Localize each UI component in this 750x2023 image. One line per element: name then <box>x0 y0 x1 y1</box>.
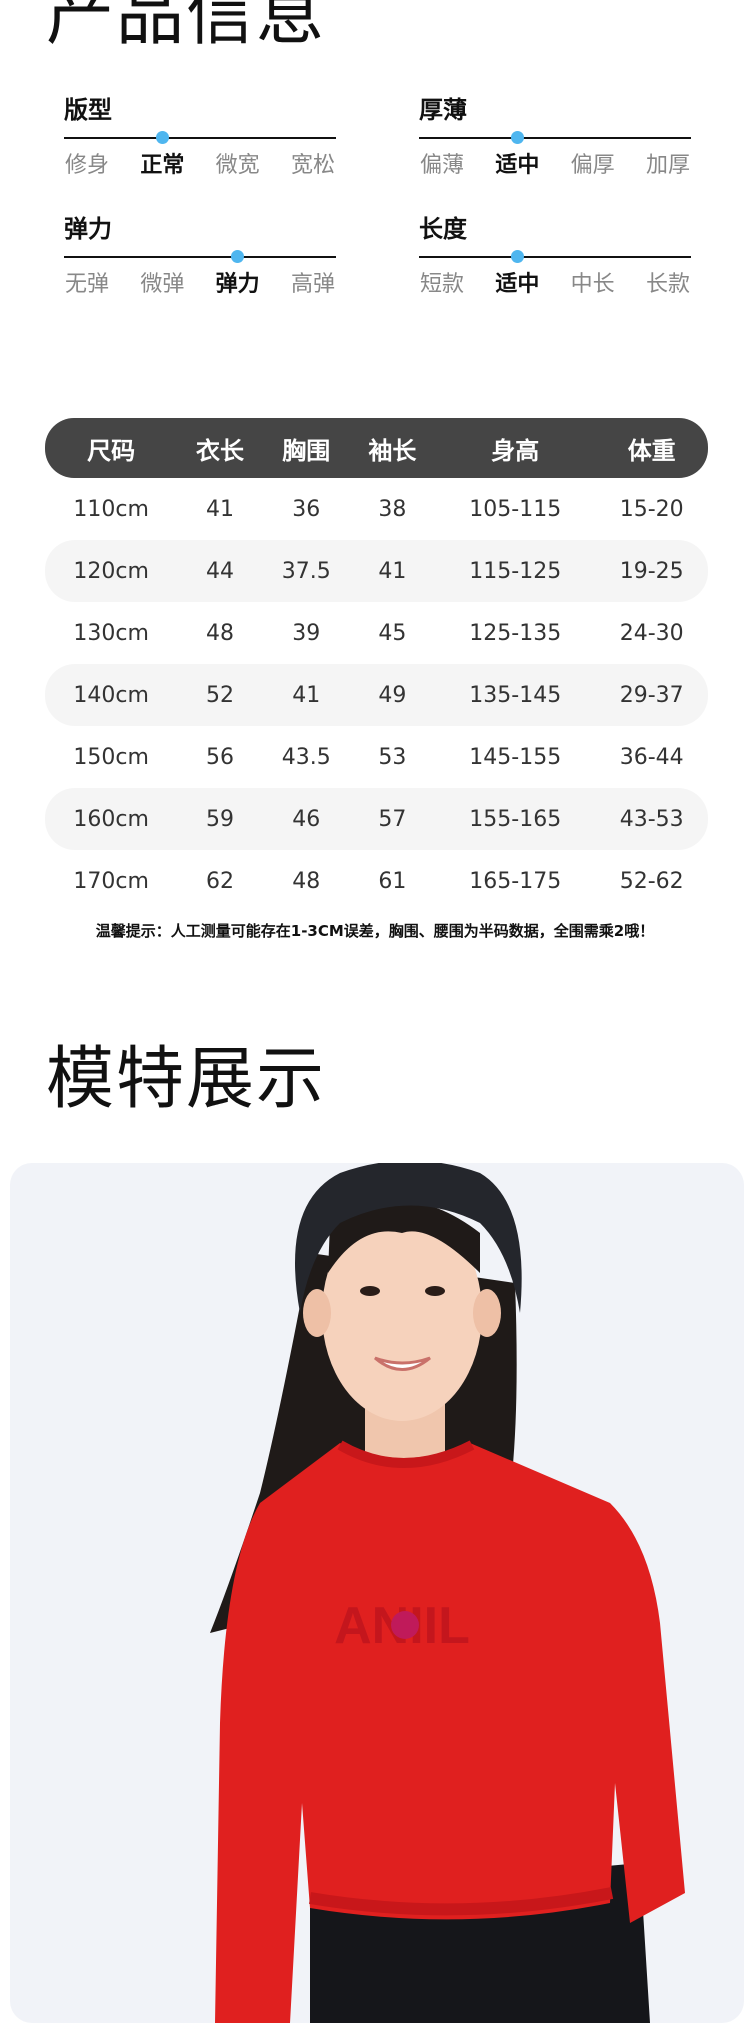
table-row: 140cm 52 41 49 135-145 29-37 <box>45 664 708 726</box>
scale-option: 宽松 <box>290 153 335 178</box>
table-cell: 135-145 <box>435 664 596 726</box>
table-cell: 37.5 <box>262 540 350 602</box>
attribute-scale <box>64 131 336 144</box>
face <box>322 1205 482 1421</box>
table-cell: 130cm <box>73 620 149 646</box>
attribute-label: 厚薄 <box>419 96 467 124</box>
table-cell: 48 <box>206 620 235 646</box>
table-cell: 155-165 <box>435 788 596 850</box>
scale-option: 弹力 <box>215 272 260 297</box>
attribute-scale <box>64 250 336 263</box>
table-cell: 52 <box>177 664 263 726</box>
table-cell: 15-20 <box>619 496 684 522</box>
table-cell: 62 <box>206 868 235 894</box>
scale-option: 短款 <box>419 272 464 297</box>
attribute-scale <box>419 131 691 144</box>
table-cell: 43-53 <box>595 788 708 850</box>
table-cell: 115-125 <box>435 540 596 602</box>
scale-option: 适中 <box>495 272 540 297</box>
attribute-label: 版型 <box>64 96 112 124</box>
table-cell: 150cm <box>73 744 149 770</box>
table-cell: 125-135 <box>469 620 562 646</box>
measurement-note: 温馨提示：人工测量可能存在1-3CM误差，胸围、腰围为半码数据，全围需乘2哦！ <box>95 922 655 940</box>
table-cell: 57 <box>349 788 436 850</box>
table-cell: 61 <box>378 868 407 894</box>
column-header: 衣长 <box>177 418 263 478</box>
table-cell: 120cm <box>45 540 178 602</box>
size-table: 尺码 衣长 胸围 袖长 身高 体重 110cm 41 36 38 105-115 15-20 120c… <box>45 418 708 912</box>
attribute-label: 长度 <box>419 215 467 243</box>
attribute-2: 弹力 无弹 微弹 弹力 高弹 <box>64 214 336 298</box>
product-info-title: 产品信息 <box>46 0 327 55</box>
table-cell: 48 <box>292 868 321 894</box>
table-cell: 44 <box>177 540 263 602</box>
table-row: 120cm 44 37.5 41 115-125 19-25 <box>45 540 708 602</box>
table-cell: 39 <box>292 620 321 646</box>
scale-indicator-dot <box>510 250 524 263</box>
table-cell: 41 <box>206 496 235 522</box>
table-cell: 41 <box>349 540 436 602</box>
model-photo: ANIIL <box>10 1163 744 2023</box>
table-cell: 52-62 <box>619 868 684 894</box>
attribute-label: 弹力 <box>64 215 112 243</box>
table-cell: 105-115 <box>469 496 562 522</box>
table-cell: 24-30 <box>619 620 684 646</box>
scale-option: 偏薄 <box>419 153 464 178</box>
scale-option: 微弹 <box>140 272 185 297</box>
scale-option: 偏厚 <box>570 153 615 178</box>
attribute-0: 版型修身 正常 微宽 宽松 <box>64 95 336 179</box>
table-cell: 140cm <box>45 664 178 726</box>
scale-option: 修身 <box>64 153 109 178</box>
scale-indicator-dot <box>231 250 245 263</box>
column-header: 身高 <box>435 418 596 478</box>
column-header: 体重 <box>595 418 708 478</box>
table-cell: 59 <box>177 788 263 850</box>
table-cell: 46 <box>262 788 350 850</box>
table-row: 130cm 48 39 45 125-135 24-30 <box>45 602 708 664</box>
table-cell: 170cm <box>73 868 149 894</box>
column-header: 胸围 <box>262 418 350 478</box>
scale-option: 中长 <box>570 272 615 297</box>
red-sweatshirt <box>215 1443 685 2023</box>
attribute-scale <box>419 250 691 263</box>
scale-option: 长款 <box>645 272 690 297</box>
scale-option: 无弹 <box>64 272 109 297</box>
model-display-title: 模特展示 <box>46 1040 327 1119</box>
table-row: 110cm 41 36 38 105-115 15-20 <box>45 478 708 540</box>
column-header: 袖长 <box>349 418 436 478</box>
table-cell: 38 <box>378 496 407 522</box>
table-cell: 36 <box>292 496 321 522</box>
scale-option: 适中 <box>495 153 540 178</box>
attribute-1: 厚薄偏薄 适中 偏厚 加厚 <box>419 95 691 179</box>
beret <box>295 1163 522 1313</box>
table-cell: 53 <box>378 744 407 770</box>
attribute-3: 长度短款 适中 中长 长款 <box>419 214 691 298</box>
table-cell: 56 <box>206 744 235 770</box>
table-row: 150cm 56 43.5 53 145-155 36-44 <box>45 726 708 788</box>
table-cell: 19-25 <box>595 540 708 602</box>
table-cell: 41 <box>262 664 350 726</box>
table-cell: 36-44 <box>619 744 684 770</box>
table-cell: 165-175 <box>469 868 562 894</box>
table-cell: 49 <box>349 664 436 726</box>
table-cell: 29-37 <box>595 664 708 726</box>
table-row: 160cm 59 46 57 155-165 43-53 <box>45 788 708 850</box>
table-cell: 160cm <box>45 788 178 850</box>
scale-option: 加厚 <box>645 153 690 178</box>
table-cell: 45 <box>378 620 407 646</box>
scale-option: 正常 <box>140 153 185 178</box>
scale-option: 微宽 <box>215 153 260 178</box>
table-cell: 145-155 <box>469 744 562 770</box>
scale-indicator-dot <box>510 131 524 144</box>
table-row: 170cm 62 48 61 165-175 52-62 <box>45 850 708 912</box>
table-cell: 43.5 <box>281 744 331 770</box>
scale-option: 高弹 <box>290 272 335 297</box>
scale-indicator-dot <box>155 131 169 144</box>
table-cell: 110cm <box>73 496 149 522</box>
column-header: 尺码 <box>45 418 178 478</box>
